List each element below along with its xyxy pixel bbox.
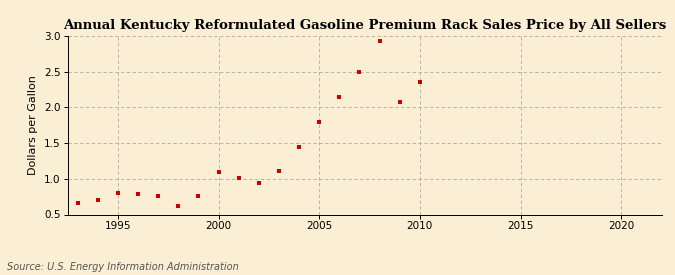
- Point: [153, 194, 163, 198]
- Title: Annual Kentucky Reformulated Gasoline Premium Rack Sales Price by All Sellers: Annual Kentucky Reformulated Gasoline Pr…: [63, 19, 666, 32]
- Point: [113, 191, 124, 195]
- Point: [234, 176, 244, 180]
- Point: [414, 79, 425, 84]
- Point: [253, 181, 264, 185]
- Point: [394, 100, 405, 104]
- Point: [173, 204, 184, 208]
- Point: [132, 192, 143, 197]
- Point: [213, 169, 224, 174]
- Point: [374, 39, 385, 43]
- Text: Source: U.S. Energy Information Administration: Source: U.S. Energy Information Administ…: [7, 262, 238, 272]
- Point: [354, 70, 365, 75]
- Point: [294, 144, 304, 149]
- Point: [334, 94, 345, 99]
- Point: [314, 119, 325, 124]
- Point: [92, 198, 103, 202]
- Y-axis label: Dollars per Gallon: Dollars per Gallon: [28, 75, 38, 175]
- Point: [273, 169, 284, 173]
- Point: [193, 194, 204, 198]
- Point: [72, 201, 83, 205]
